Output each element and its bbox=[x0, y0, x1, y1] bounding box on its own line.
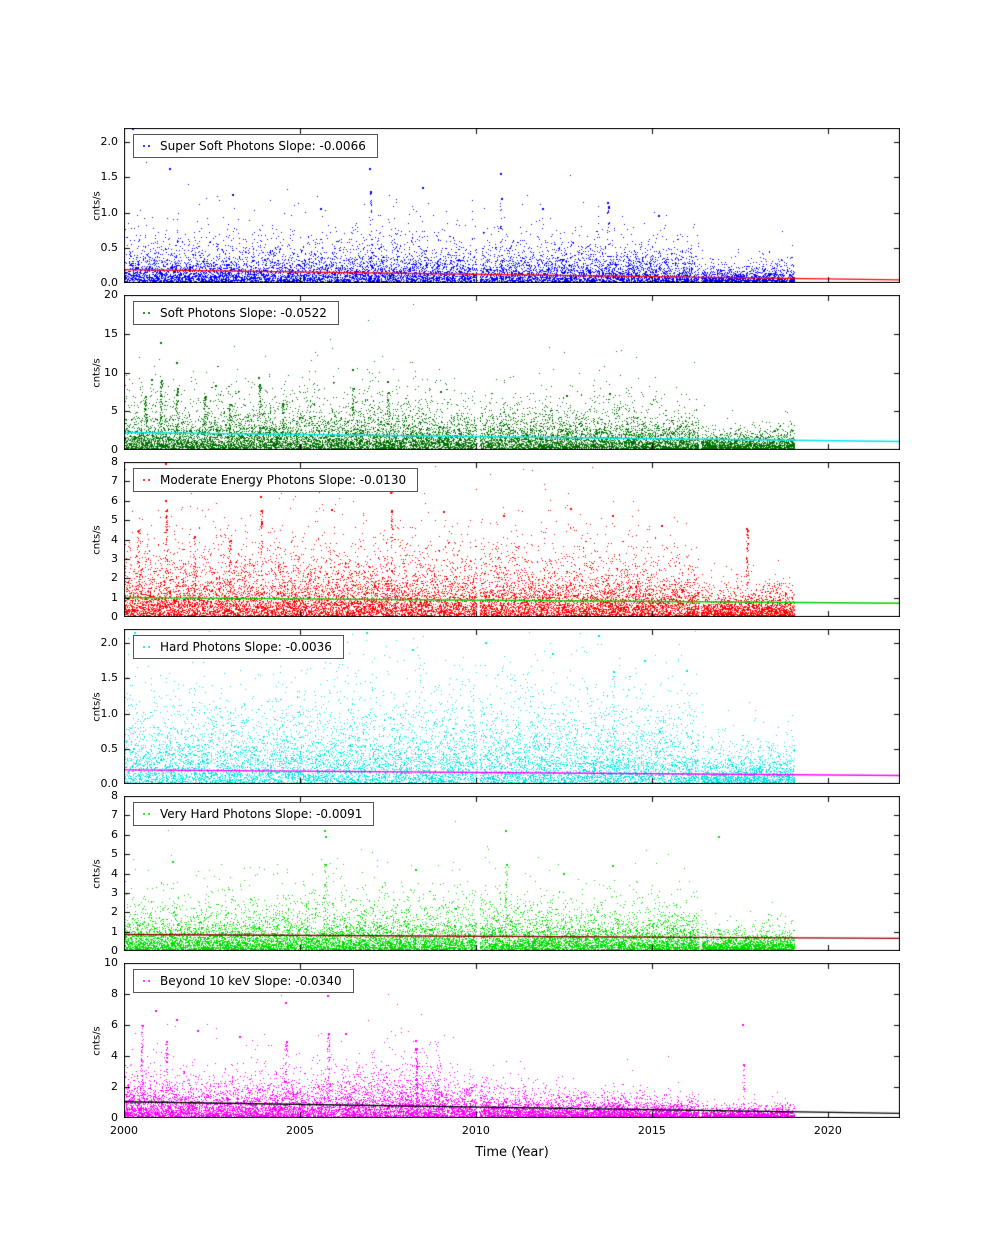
y-tick-label: 10 bbox=[104, 956, 118, 969]
y-tick-label: 2 bbox=[111, 1080, 118, 1093]
y-tick-label: 6 bbox=[111, 827, 118, 841]
legend-marker-dot bbox=[148, 145, 150, 147]
x-tick-label: 2015 bbox=[637, 1124, 666, 1137]
legend-marker bbox=[143, 312, 150, 314]
y-tick-label: 1 bbox=[111, 924, 118, 938]
x-tick-label: 2000 bbox=[110, 1124, 138, 1137]
legend-label: Super Soft Photons Slope: -0.0066 bbox=[160, 139, 366, 153]
legend-marker-dot bbox=[148, 813, 150, 815]
y-tick-label: 0 bbox=[111, 1111, 118, 1124]
y-tick-label: 3 bbox=[111, 885, 118, 899]
subplot-beyond-10-kev: cnts/s Beyond 10 keV Slope: -0.0340 Time… bbox=[0, 956, 1000, 1160]
y-tick-label: 4 bbox=[111, 532, 118, 546]
y-tick-label: 1 bbox=[111, 590, 118, 604]
y-tick-label: 5 bbox=[111, 513, 118, 527]
legend-marker-dot bbox=[143, 479, 145, 481]
y-tick-label: 8 bbox=[111, 455, 118, 468]
legend-marker-dot bbox=[148, 646, 150, 648]
legend-label: Beyond 10 keV Slope: -0.0340 bbox=[160, 974, 342, 988]
y-tick-label: 0.5 bbox=[100, 741, 119, 755]
legend-marker bbox=[143, 479, 150, 481]
y-tick-label: 0.0 bbox=[100, 777, 119, 790]
legend-marker-dot bbox=[148, 312, 150, 314]
legend-label: Moderate Energy Photons Slope: -0.0130 bbox=[160, 473, 407, 487]
y-tick-label: 6 bbox=[111, 493, 118, 507]
legend-label: Soft Photons Slope: -0.0522 bbox=[160, 306, 327, 320]
y-tick-label: 3 bbox=[111, 551, 118, 565]
y-tick-label: 10 bbox=[104, 365, 118, 379]
y-tick-label: 20 bbox=[104, 288, 118, 301]
y-tick-label: 7 bbox=[111, 474, 118, 488]
y-tick-label: 0.5 bbox=[100, 240, 119, 254]
legend-marker-dot bbox=[143, 646, 145, 648]
y-tick-label: 5 bbox=[111, 847, 118, 861]
legend-marker-dot bbox=[143, 813, 145, 815]
legend-label: Hard Photons Slope: -0.0036 bbox=[160, 640, 332, 654]
y-tick-label: 0.0 bbox=[100, 276, 119, 289]
y-tick-label: 0 bbox=[111, 443, 118, 456]
legend-marker-dot bbox=[148, 980, 150, 982]
subplot-super-soft-photons: cnts/s Super Soft Photons Slope: -0.0066… bbox=[0, 128, 1000, 289]
legend: Soft Photons Slope: -0.0522 bbox=[133, 301, 339, 325]
legend-marker bbox=[143, 813, 150, 815]
y-tick-label: 1.5 bbox=[100, 671, 119, 685]
x-tick-label: 2020 bbox=[813, 1124, 842, 1137]
legend: Hard Photons Slope: -0.0036 bbox=[133, 635, 344, 659]
legend-marker bbox=[143, 980, 150, 982]
legend-marker-dot bbox=[143, 980, 145, 982]
y-tick-label: 1.0 bbox=[100, 205, 119, 219]
y-tick-label: 0 bbox=[111, 610, 118, 623]
y-tick-label: 2 bbox=[111, 905, 118, 919]
y-tick-label: 4 bbox=[111, 1049, 118, 1062]
legend: Beyond 10 keV Slope: -0.0340 bbox=[133, 969, 354, 993]
legend-marker-dot bbox=[143, 145, 145, 147]
y-tick-label: 0 bbox=[111, 944, 118, 957]
legend: Super Soft Photons Slope: -0.0066 bbox=[133, 134, 378, 158]
legend: Moderate Energy Photons Slope: -0.0130 bbox=[133, 468, 419, 492]
y-tick-label: 6 bbox=[111, 1018, 118, 1031]
legend-marker bbox=[143, 145, 150, 147]
y-tick-label: 15 bbox=[104, 326, 118, 340]
legend-label: Very Hard Photons Slope: -0.0091 bbox=[160, 807, 363, 821]
x-tick-label: 2005 bbox=[285, 1124, 314, 1137]
y-tick-label: 1.0 bbox=[100, 706, 119, 720]
y-tick-label: 5 bbox=[111, 404, 118, 418]
legend: Very Hard Photons Slope: -0.0091 bbox=[133, 802, 375, 826]
subplot-very-hard-photons: cnts/s Very Hard Photons Slope: -0.0091 … bbox=[0, 789, 1000, 957]
y-tick-label: 2 bbox=[111, 571, 118, 585]
subplot-hard-photons: cnts/s Hard Photons Slope: -0.0036 0.0 0.… bbox=[0, 629, 1000, 790]
y-tick-label: 8 bbox=[111, 789, 118, 802]
y-tick-label: 2.0 bbox=[100, 636, 119, 650]
y-tick-label: 2.0 bbox=[100, 135, 119, 149]
x-tick-label: 2010 bbox=[461, 1124, 490, 1137]
y-tick-label: 1.5 bbox=[100, 170, 119, 184]
subplot-moderate-energy-photons: cnts/s Moderate Energy Photons Slope: -0… bbox=[0, 455, 1000, 623]
y-tick-label: 4 bbox=[111, 866, 118, 880]
subplot-soft-photons: cnts/s Soft Photons Slope: -0.0522 0 5 10 1… bbox=[0, 288, 1000, 456]
legend-marker-dot bbox=[143, 312, 145, 314]
x-axis-title: Time (Year) bbox=[475, 1145, 549, 1160]
y-tick-label: 7 bbox=[111, 808, 118, 822]
legend-marker-dot bbox=[148, 479, 150, 481]
legend-marker bbox=[143, 646, 150, 648]
y-tick-label: 8 bbox=[111, 987, 118, 1000]
